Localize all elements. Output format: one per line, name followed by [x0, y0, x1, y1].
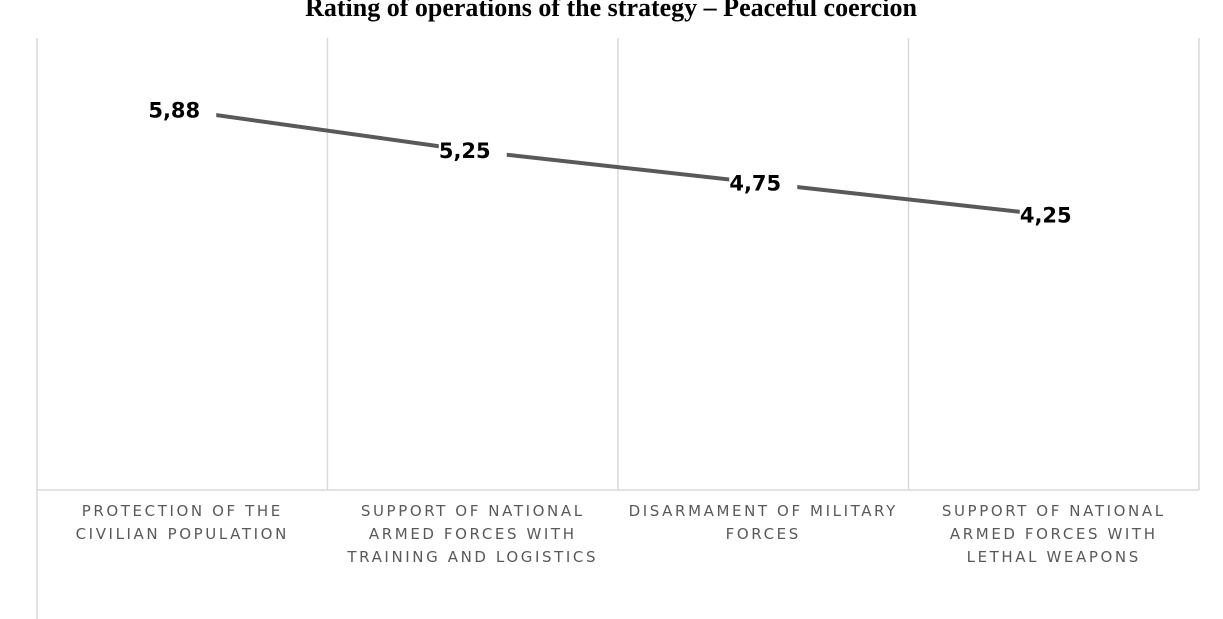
x-tick-label: DISARMAMENT OF MILITARY FORCES [628, 502, 898, 543]
x-tick-label-box: PROTECTION OF THE CIVILIAN POPULATION [75, 502, 289, 543]
x-tick-label-box: DISARMAMENT OF MILITARY FORCES [628, 502, 898, 543]
data-label-bg [438, 137, 507, 165]
x-tick-label: SUPPORT OF NATIONAL ARMED FORCES WITH LE… [941, 502, 1166, 566]
line [181, 108, 1054, 218]
data-label-bg [1019, 201, 1088, 230]
data-label: 4,75 [729, 171, 781, 195]
x-tick-label-box: SUPPORT OF NATIONAL ARMED FORCES WITH TR… [347, 502, 599, 566]
x-tick-label-box: SUPPORT OF NATIONAL ARMED FORCES WITH LE… [941, 502, 1166, 566]
data-label-bg [148, 96, 217, 125]
x-tick-label: PROTECTION OF THE CIVILIAN POPULATION [75, 502, 289, 543]
data-label: 4,25 [1020, 204, 1072, 228]
data-label: 5,25 [439, 139, 491, 163]
data-label-bg [729, 169, 798, 198]
data-label: 5,88 [148, 98, 200, 122]
chart-title: Rating of operations of the strategy – P… [305, 0, 917, 22]
x-tick-label: SUPPORT OF NATIONAL ARMED FORCES WITH TR… [347, 502, 599, 566]
